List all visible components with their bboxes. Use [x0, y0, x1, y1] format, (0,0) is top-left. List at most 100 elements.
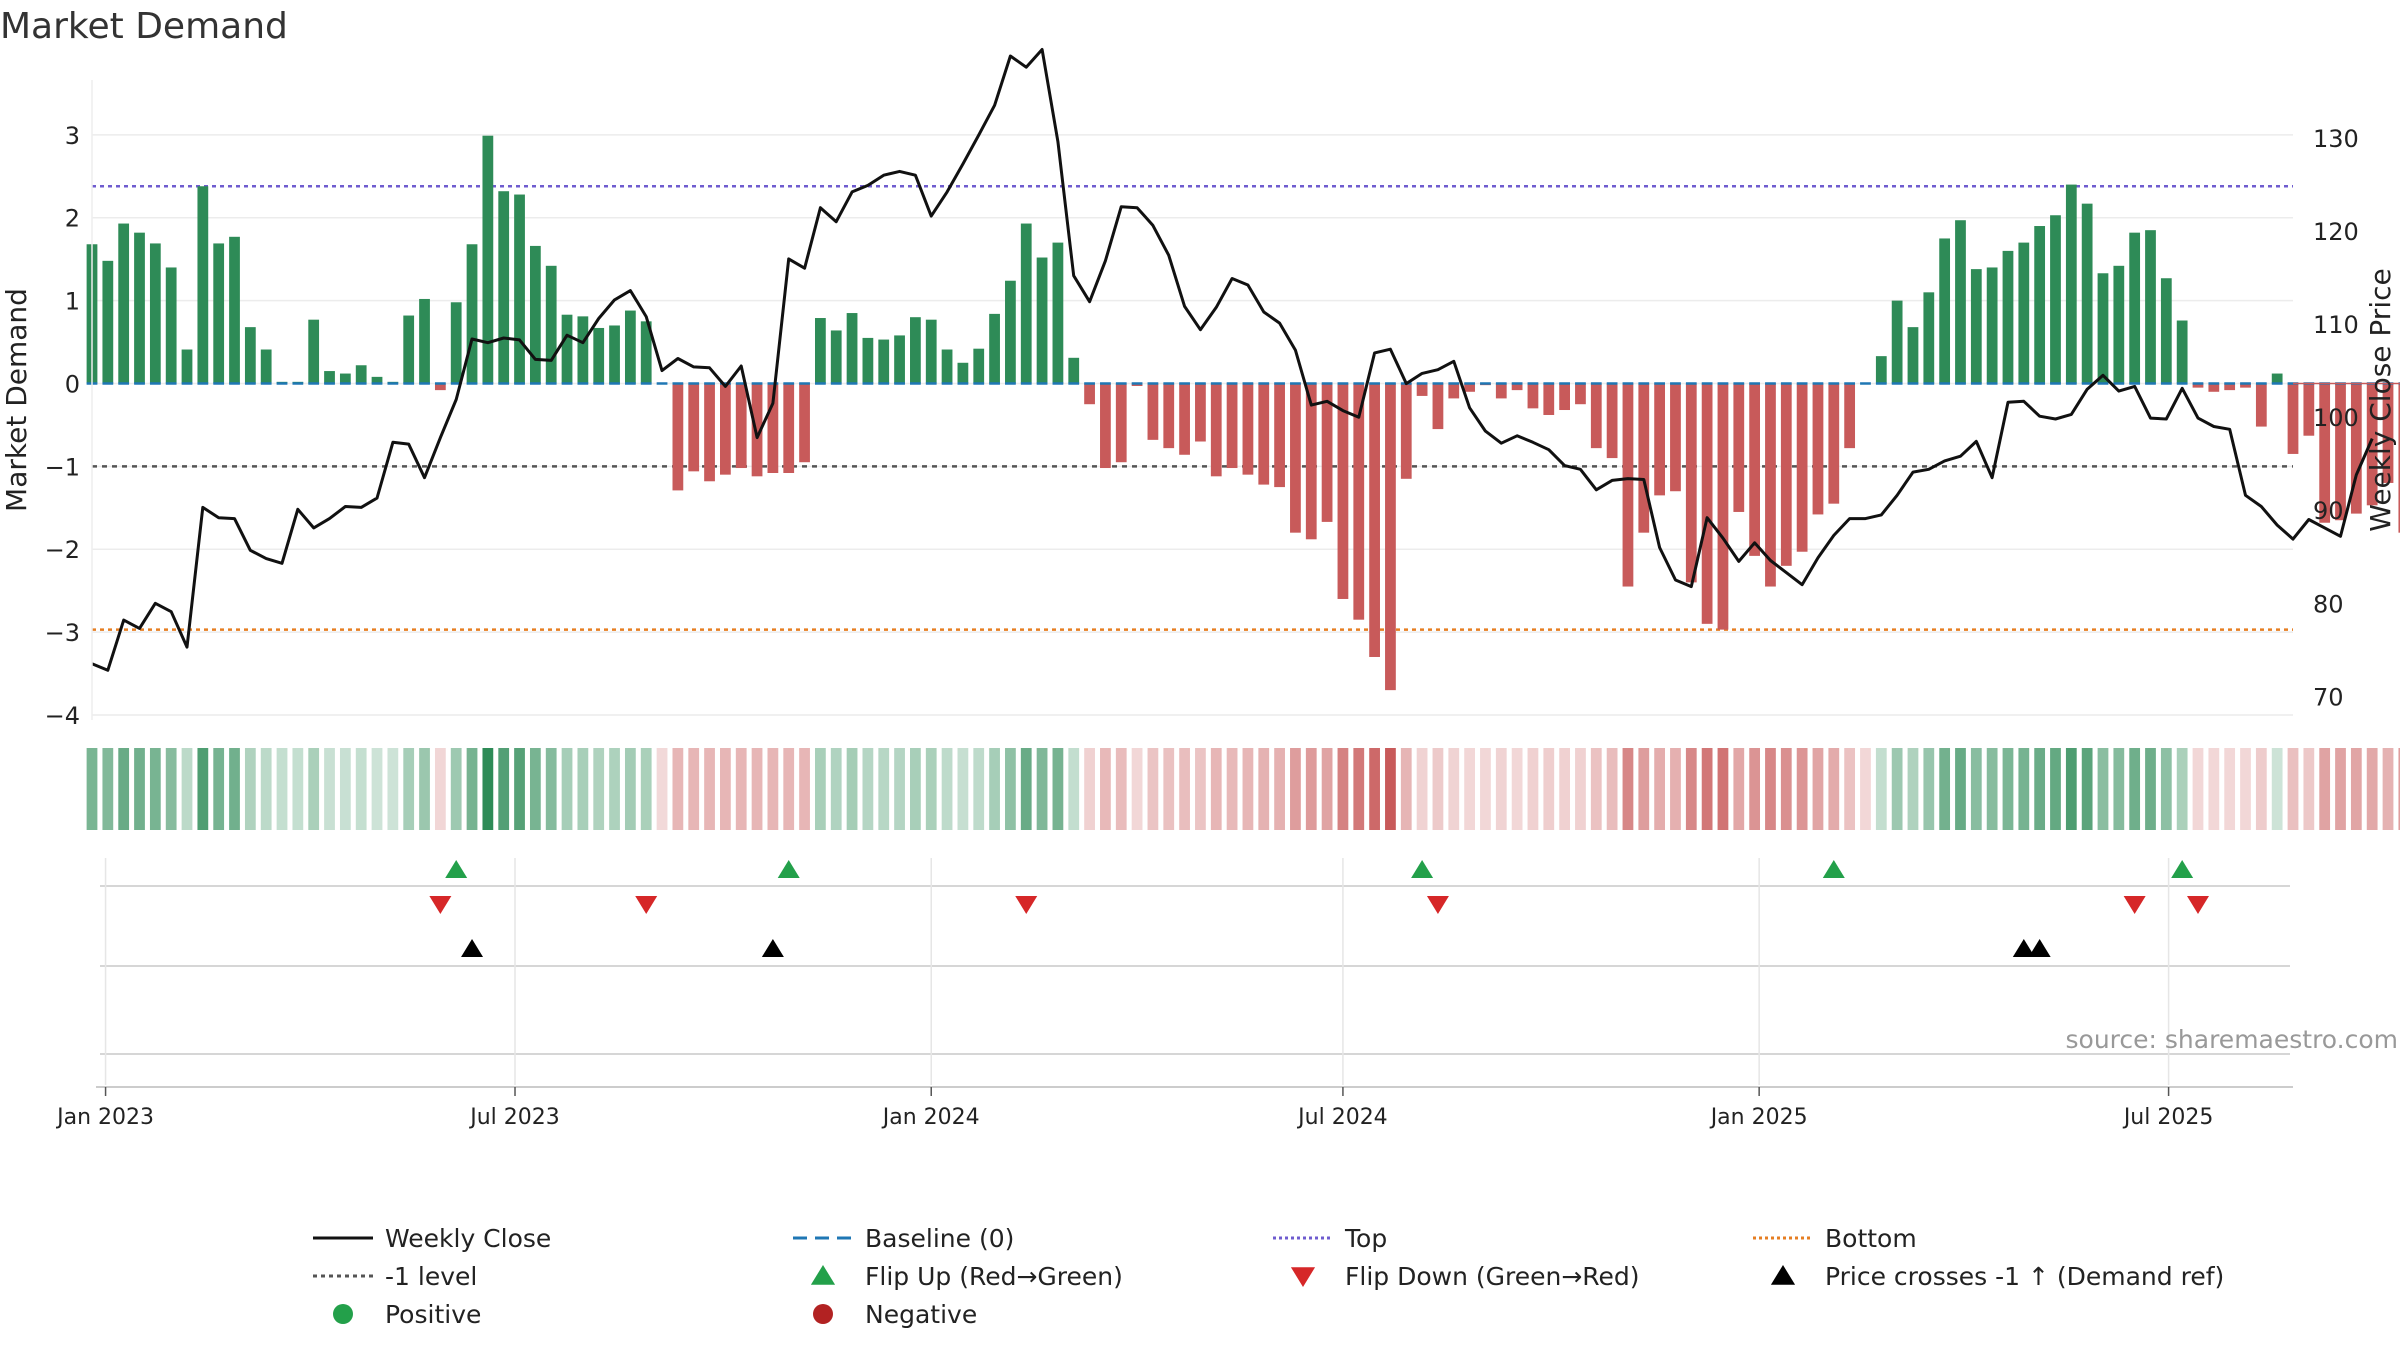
y-tick-label: 1: [65, 288, 80, 316]
strip-cell: [213, 748, 225, 830]
strip-cell: [2050, 748, 2061, 830]
x-tick-label: Jul 2023: [468, 1105, 560, 1130]
x-tick-label: Jul 2025: [2122, 1105, 2214, 1130]
price-cross-marker: [2028, 939, 2051, 957]
strip-cell: [1590, 748, 1602, 830]
demand-bar: [941, 349, 953, 384]
demand-bar: [197, 186, 209, 384]
strip-cell: [276, 748, 288, 830]
demand-bar: [1606, 383, 1618, 459]
demand-bar: [1907, 327, 1919, 384]
demand-bar: [1670, 383, 1681, 492]
strip-cell: [1875, 748, 1887, 830]
demand-bar: [1828, 383, 1840, 504]
strip-cell: [1353, 748, 1365, 830]
strip-cell: [1179, 748, 1190, 830]
strip-cell: [830, 748, 842, 830]
demand-bar: [2335, 383, 2346, 521]
demand-bar: [2176, 320, 2188, 384]
demand-bar: [1638, 383, 1650, 533]
y-tick-label: −4: [45, 702, 80, 730]
strip-cell: [2002, 748, 2014, 830]
strip-cell: [1527, 748, 1539, 830]
demand-bar: [1163, 383, 1175, 449]
strip-cell: [244, 748, 256, 830]
demand-bar: [1685, 383, 1697, 583]
legend-label: Bottom: [1825, 1224, 1917, 1253]
demand-bars: [86, 135, 2400, 691]
y2-tick-label: 130: [2313, 125, 2359, 153]
demand-bar: [2097, 273, 2109, 384]
demand-bar: [1796, 383, 1808, 552]
strip-cell: [1685, 748, 1697, 830]
strip-cell: [862, 748, 874, 830]
strip-cell: [2208, 748, 2220, 830]
demand-bar: [1575, 383, 1586, 405]
demand-bar: [1780, 383, 1792, 566]
demand-bar: [308, 319, 320, 384]
demand-bar: [2224, 383, 2236, 391]
demand-bar: [1875, 356, 1887, 384]
demand-bar: [1749, 383, 1761, 556]
strip-cell: [545, 748, 557, 830]
strip-cell: [593, 748, 605, 830]
strip-cell: [973, 748, 985, 830]
demand-bar: [1210, 383, 1222, 477]
demand-bar: [1068, 357, 1080, 384]
strip-cell: [640, 748, 652, 830]
strip-cell: [371, 748, 383, 830]
demand-bar: [735, 383, 747, 469]
strip-cell: [1749, 748, 1761, 830]
strip-cell: [846, 748, 858, 830]
strip-cell: [134, 748, 145, 830]
demand-bar: [324, 371, 335, 384]
demand-bar: [2398, 383, 2400, 533]
demand-bar: [1147, 383, 1159, 440]
strip-cell: [1290, 748, 1301, 830]
demand-bar: [910, 317, 921, 384]
demand-bar: [830, 330, 842, 384]
strip-cell: [2192, 748, 2204, 830]
strip-cell: [1274, 748, 1285, 830]
demand-bar: [450, 302, 462, 384]
demand-bar: [1416, 383, 1428, 396]
demand-bar: [751, 383, 763, 477]
demand-bar: [2113, 265, 2125, 384]
flip-up-marker: [1822, 860, 1845, 878]
strip-cell: [2034, 748, 2046, 830]
x-tick-label: Jan 2023: [55, 1105, 154, 1130]
strip-cell: [1163, 748, 1175, 830]
flip-down-marker: [2186, 896, 2209, 914]
strip-cell: [1052, 748, 1064, 830]
legend: Weekly Close Baseline (0) Top Bottom -1 leve…: [313, 1224, 2224, 1329]
demand-bar: [2303, 383, 2315, 436]
strip-cell: [1670, 748, 1681, 830]
strip-cell: [1939, 748, 1951, 830]
demand-bar: [989, 313, 1000, 384]
strip-cell: [2271, 748, 2283, 830]
demand-bar: [229, 236, 240, 384]
demand-bar: [815, 318, 826, 384]
demand-bar: [1400, 383, 1412, 479]
demand-bar: [846, 313, 858, 384]
demand-bar: [355, 365, 367, 384]
demand-bar: [1765, 383, 1776, 587]
demand-bar: [2081, 203, 2093, 384]
demand-bar: [1559, 383, 1570, 411]
strip-cell: [498, 748, 510, 830]
strip-cell: [941, 748, 953, 830]
strip-cell: [2224, 748, 2236, 830]
y-tick-label: 3: [65, 122, 80, 150]
flip-up-marker: [777, 860, 800, 878]
demand-bar: [1891, 300, 1903, 384]
y-tick-label: −3: [45, 619, 80, 647]
demand-bar: [2271, 373, 2283, 384]
demand-bar: [1084, 383, 1095, 405]
strip-cell: [672, 748, 684, 830]
legend-label: Weekly Close: [385, 1224, 551, 1253]
event-rows: [96, 860, 2293, 1088]
demand-bar: [1226, 383, 1238, 469]
strip-cell: [482, 748, 494, 830]
y2-axis-label: Weekly Close Price: [2364, 268, 2397, 531]
strip-cell: [1543, 748, 1555, 830]
